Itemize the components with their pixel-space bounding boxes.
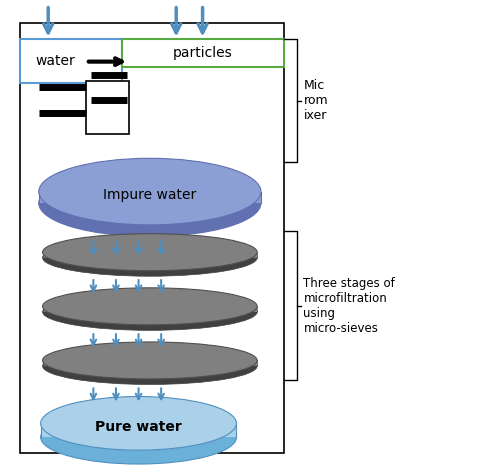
Text: water: water <box>36 54 75 68</box>
Ellipse shape <box>41 410 236 464</box>
Bar <box>20 23 283 454</box>
Text: Mic
rom
ixer: Mic rom ixer <box>303 79 327 122</box>
Ellipse shape <box>42 288 257 325</box>
Bar <box>122 40 283 67</box>
Ellipse shape <box>42 347 257 385</box>
Text: Pure water: Pure water <box>95 421 182 435</box>
Text: Impure water: Impure water <box>103 188 196 202</box>
Bar <box>42 252 257 258</box>
Ellipse shape <box>42 294 257 330</box>
Ellipse shape <box>42 342 257 379</box>
Ellipse shape <box>42 239 257 276</box>
Bar <box>41 423 236 437</box>
Ellipse shape <box>42 234 257 271</box>
Ellipse shape <box>41 396 236 450</box>
Bar <box>42 361 257 366</box>
Bar <box>42 306 257 312</box>
Bar <box>20 40 122 84</box>
Text: Three stages of
microfiltration
using
micro-sieves: Three stages of microfiltration using mi… <box>303 277 394 335</box>
Ellipse shape <box>39 170 261 236</box>
Text: particles: particles <box>172 46 232 60</box>
Bar <box>39 192 261 203</box>
Ellipse shape <box>39 158 261 225</box>
Bar <box>86 81 129 134</box>
